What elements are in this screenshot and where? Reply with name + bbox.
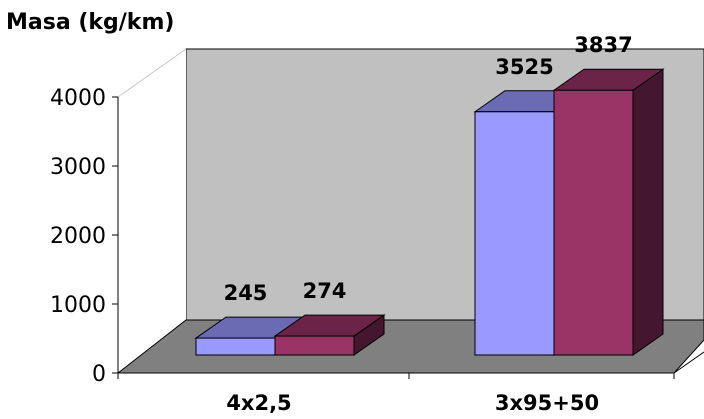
y-tick-label: 3000 [50, 155, 106, 180]
value-labels-group: 245 274 3525 3837 [224, 33, 633, 305]
bars-group [194, 68, 665, 356]
y-tick-label: 1000 [50, 293, 106, 318]
y-axis-ticks: 0 1000 2000 3000 4000 [50, 86, 118, 387]
x-axis-ticks: 4x2,5 3x95+50 [117, 373, 675, 415]
chart-side-wall [118, 49, 186, 373]
bar-value-label: 245 [224, 281, 268, 305]
side-wall-edge [117, 48, 187, 98]
bar-side-face [632, 68, 664, 356]
x-category-label: 4x2,5 [226, 391, 291, 415]
bar-value-label: 3837 [574, 33, 632, 57]
bar-front-face [195, 337, 276, 356]
bar-value-label: 274 [303, 279, 347, 303]
bar-front-face [553, 89, 634, 356]
bar-front-face [274, 335, 355, 356]
bar [273, 314, 386, 356]
bar-value-label: 3525 [495, 55, 553, 79]
x-category-label: 3x95+50 [495, 391, 599, 415]
y-tick-label: 4000 [50, 86, 106, 111]
x-axis-edge [673, 351, 704, 374]
y-tick-label: 2000 [50, 224, 106, 249]
y-tick-label: 0 [92, 362, 106, 387]
y-axis-title: Masa (kg/km) [6, 10, 174, 35]
bar [552, 68, 665, 356]
bar-front-face [474, 111, 555, 356]
